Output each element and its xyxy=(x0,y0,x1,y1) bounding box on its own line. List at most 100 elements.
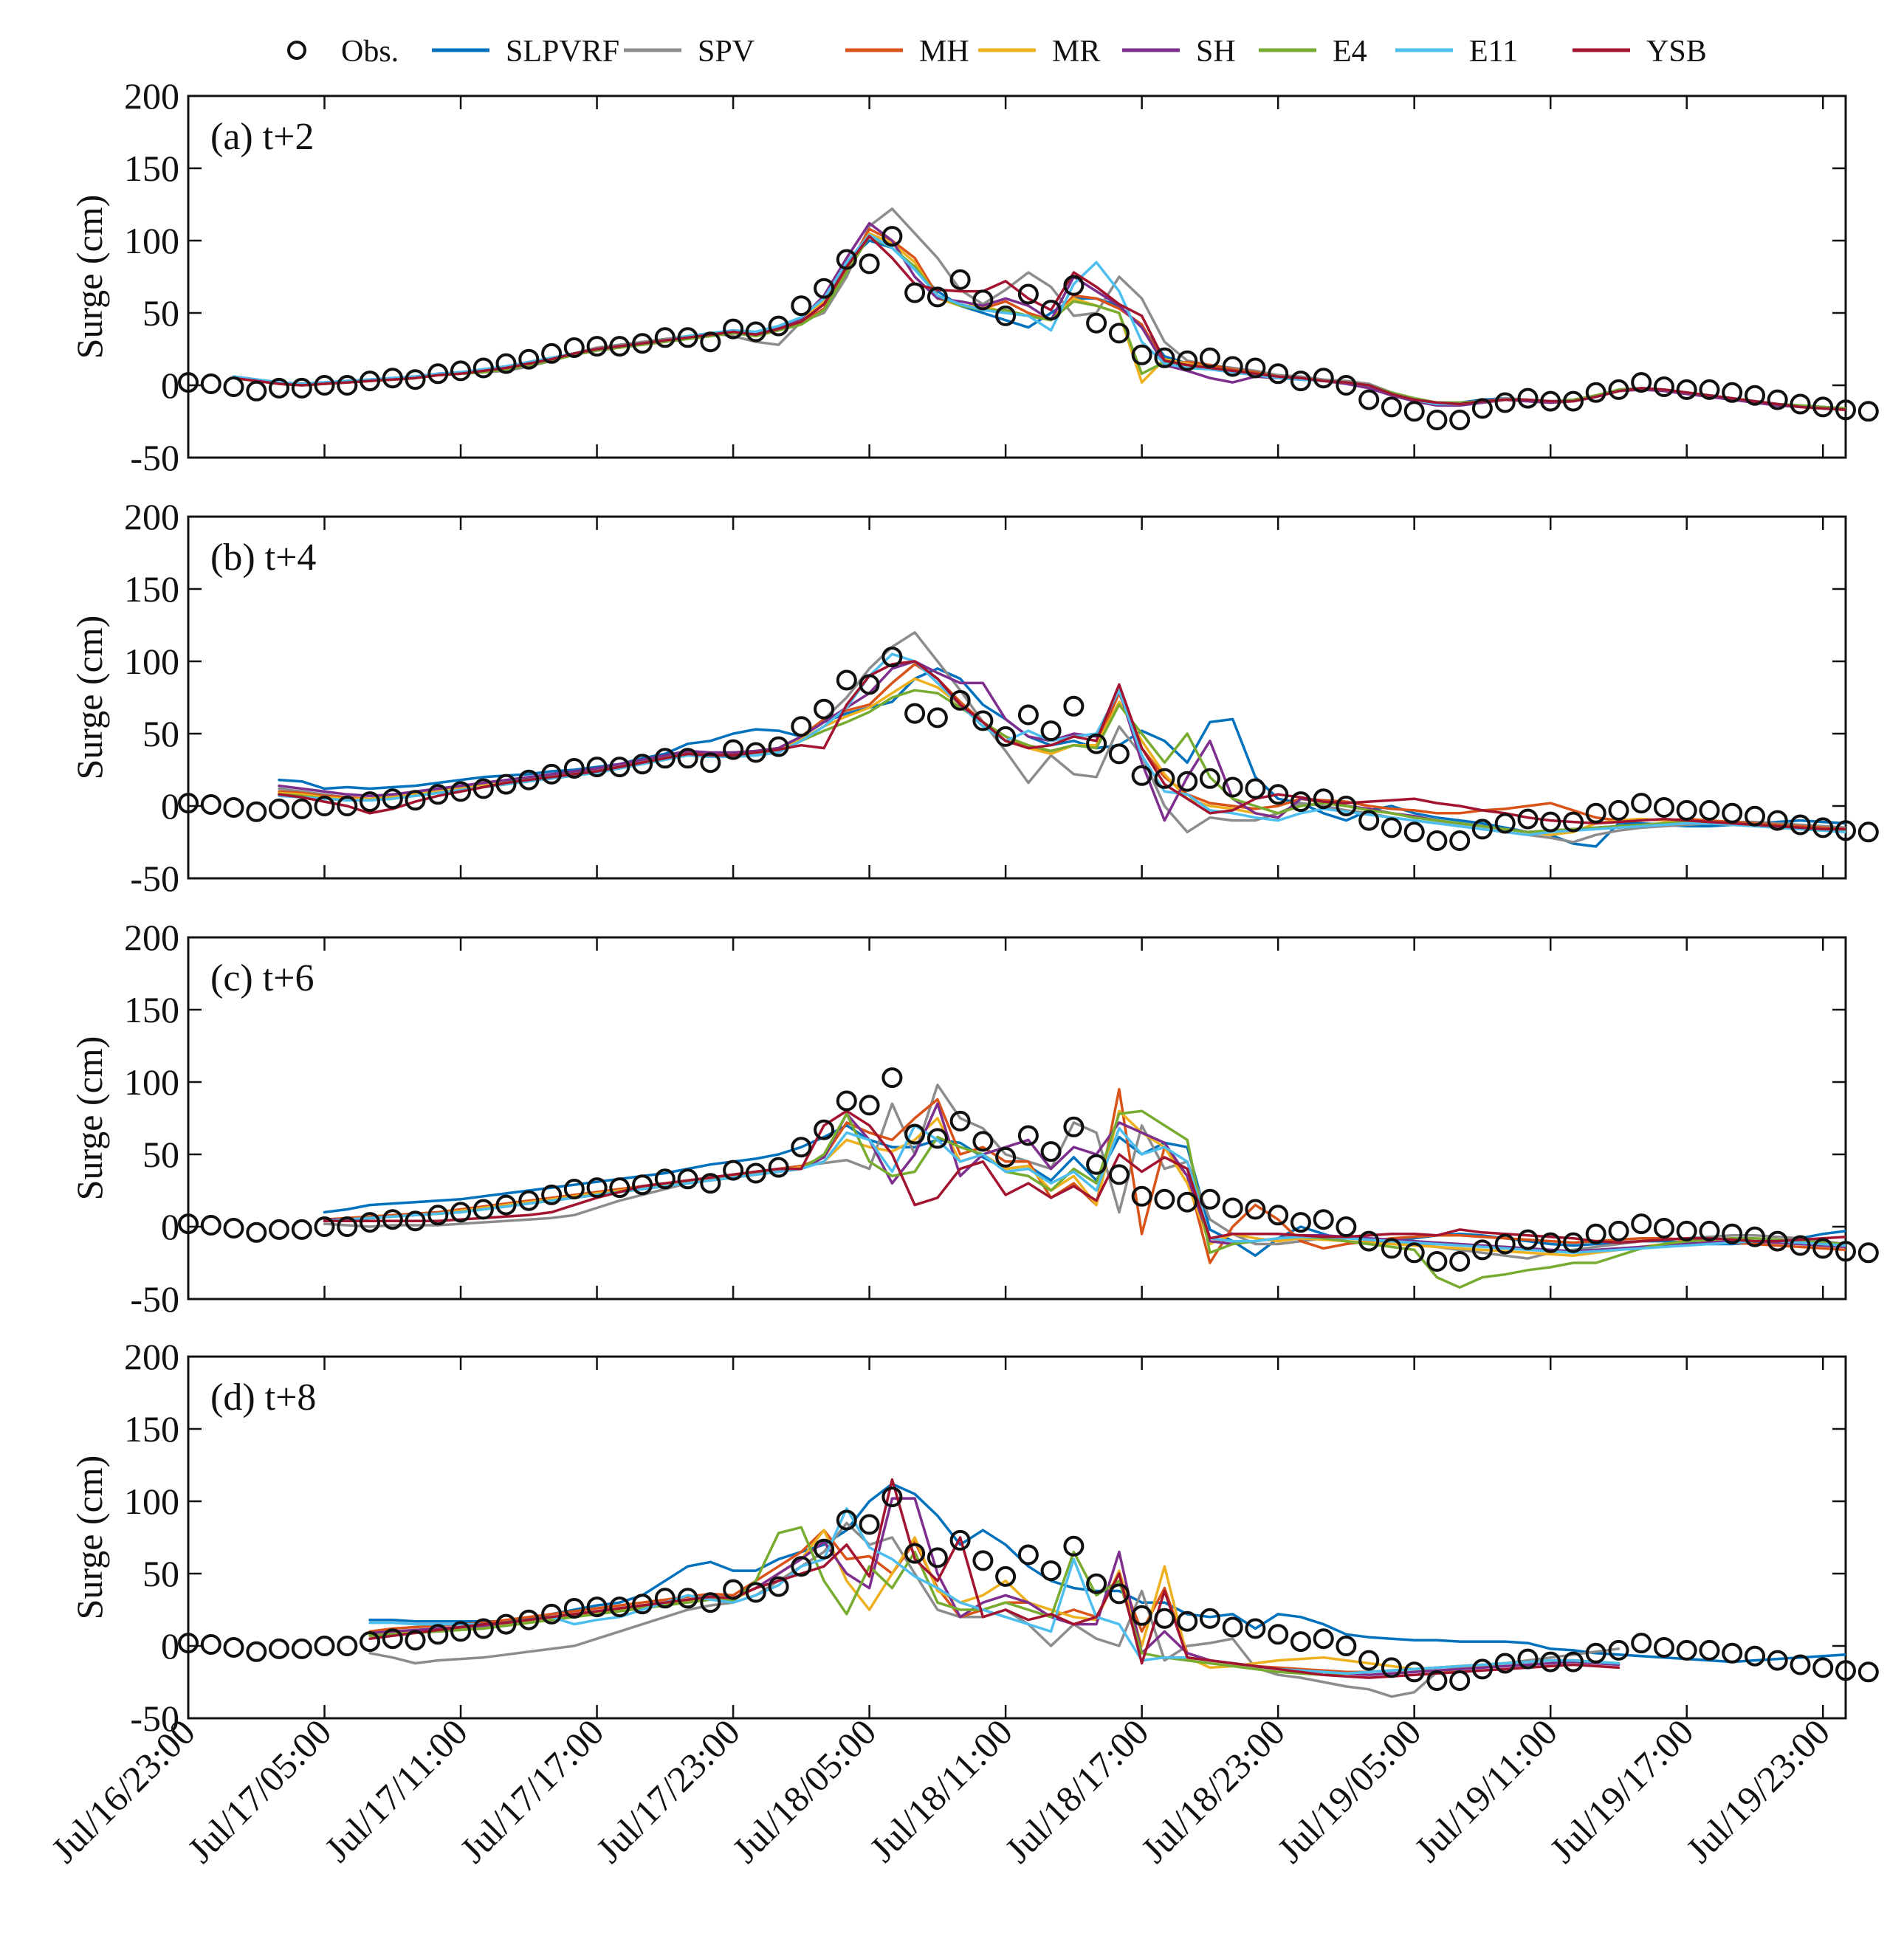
obs-point xyxy=(337,1636,358,1656)
obs-point xyxy=(1268,784,1289,805)
obs-point xyxy=(836,249,857,270)
obs-point xyxy=(995,1565,1017,1587)
obs-point xyxy=(1812,1657,1834,1678)
obs-point xyxy=(246,801,267,822)
obs-point xyxy=(904,1123,926,1145)
obs-point xyxy=(1131,765,1152,786)
obs-point xyxy=(1108,1164,1130,1185)
obs-point xyxy=(1245,1199,1266,1220)
obs-point xyxy=(859,674,880,695)
x-axis-tick-labels: Jul/16/23:00Jul/17/05:00Jul/17/11:00Jul/… xyxy=(43,1711,1838,1870)
obs-point xyxy=(314,1216,335,1237)
obs-point xyxy=(223,797,244,818)
obs-point xyxy=(1767,1230,1788,1252)
obs-point xyxy=(1449,1251,1471,1272)
obs-point xyxy=(450,360,471,382)
obs-point xyxy=(1540,1651,1561,1673)
obs-point xyxy=(1494,1233,1516,1255)
obs-point xyxy=(814,1538,835,1560)
obs-point xyxy=(472,778,494,799)
obs-point xyxy=(382,788,403,810)
obs-point xyxy=(200,373,221,394)
obs-point xyxy=(1199,347,1220,368)
obs-point xyxy=(337,796,358,816)
obs-point xyxy=(518,348,540,370)
obs-point xyxy=(791,1556,812,1577)
obs-point xyxy=(405,1630,426,1651)
obs-point xyxy=(1699,1639,1720,1661)
y-tick-label: -50 xyxy=(130,858,179,899)
obs-point xyxy=(836,1509,857,1531)
x-tick-label: Jul/19/11:00 xyxy=(1406,1711,1565,1870)
obs-point xyxy=(745,321,766,342)
panel-label: (c) t+6 xyxy=(210,957,315,999)
x-tick-label: Jul/17/23:00 xyxy=(588,1711,747,1870)
obs-point xyxy=(427,1205,449,1226)
obs-point xyxy=(745,1582,766,1603)
obs-point xyxy=(178,1633,199,1654)
obs-point xyxy=(269,1638,289,1659)
legend-label: YSB xyxy=(1646,35,1707,69)
obs-point xyxy=(632,754,653,775)
obs-point xyxy=(1154,1608,1175,1629)
series-line-e11 xyxy=(232,233,1846,412)
series-group xyxy=(278,631,1846,848)
obs-point xyxy=(1608,1220,1629,1241)
obs-point xyxy=(427,363,449,385)
obs-point xyxy=(1517,1648,1539,1670)
obs-point xyxy=(1017,704,1039,726)
obs-point xyxy=(677,1168,698,1190)
obs-point xyxy=(881,226,903,247)
obs-point xyxy=(1403,1242,1425,1264)
obs-point xyxy=(1426,1251,1448,1272)
plot-frame xyxy=(187,936,1847,1301)
obs-point xyxy=(563,337,585,358)
y-tick-label: 150 xyxy=(124,989,179,1030)
obs-point xyxy=(1403,401,1425,422)
plot-frame xyxy=(187,94,1847,459)
y-axis-label: Surge (cm) xyxy=(69,616,110,780)
obs-point xyxy=(1517,808,1539,830)
y-tick-label: 200 xyxy=(124,75,179,117)
obs-point xyxy=(1426,410,1448,430)
plot-frame xyxy=(187,515,1847,880)
obs-point xyxy=(1381,396,1402,418)
obs-point xyxy=(1812,817,1834,838)
obs-point xyxy=(949,269,971,290)
obs-point xyxy=(337,1216,358,1237)
series-line-e11 xyxy=(278,652,1846,836)
obs-point xyxy=(1631,793,1652,814)
obs-point xyxy=(972,1550,994,1571)
obs-point xyxy=(1063,695,1085,717)
obs-point xyxy=(1108,1583,1130,1605)
obs-point xyxy=(1676,799,1697,821)
obs-point xyxy=(1313,1209,1334,1230)
y-tick-label: 200 xyxy=(124,1336,179,1377)
obs-point xyxy=(1336,796,1357,816)
obs-point xyxy=(700,752,721,774)
obs-point xyxy=(291,1219,312,1240)
obs-point xyxy=(859,1095,880,1116)
obs-point xyxy=(1563,390,1584,412)
obs-point xyxy=(700,331,721,353)
obs-point xyxy=(859,253,880,275)
obs-point xyxy=(1063,275,1085,296)
obs-point xyxy=(1268,363,1289,385)
series-line-ysb xyxy=(368,1478,1621,1679)
obs-point xyxy=(200,794,221,815)
obs-point xyxy=(859,1514,880,1535)
obs-point xyxy=(814,698,835,720)
y-tick-label: 100 xyxy=(124,1481,179,1522)
obs-point xyxy=(949,689,971,711)
obs-point xyxy=(1268,1624,1289,1645)
obs-point xyxy=(1108,323,1130,344)
obs-point xyxy=(1245,778,1266,799)
obs-point xyxy=(1199,1188,1220,1210)
panel-label: (a) t+2 xyxy=(210,116,315,158)
y-tick-label: 150 xyxy=(124,568,179,610)
obs-point xyxy=(586,336,608,357)
obs-point xyxy=(405,369,426,390)
x-tick-label: Jul/18/23:00 xyxy=(1133,1711,1293,1870)
obs-point xyxy=(269,377,289,399)
x-tick-label: Jul/18/11:00 xyxy=(862,1711,1020,1870)
